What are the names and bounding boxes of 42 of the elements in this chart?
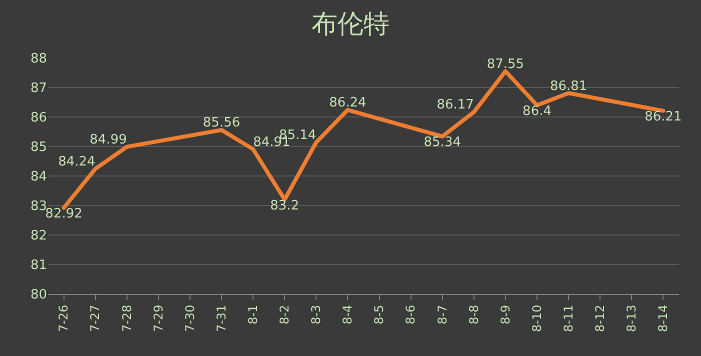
y-tick-label: 83 bbox=[30, 199, 47, 214]
data-label: 85.34 bbox=[424, 135, 461, 150]
y-tick-label: 80 bbox=[30, 288, 47, 303]
data-label: 82.92 bbox=[45, 206, 82, 222]
x-tick-label: 8-14 bbox=[656, 304, 670, 332]
y-tick-label: 86 bbox=[30, 110, 47, 126]
data-label: 84.99 bbox=[90, 132, 127, 148]
y-tick-label: 85 bbox=[30, 140, 47, 156]
x-tick-label: 8-11 bbox=[561, 304, 576, 332]
y-tick-label: 87 bbox=[30, 81, 47, 96]
y-tick-label: 82 bbox=[30, 228, 47, 244]
data-label: 86.24 bbox=[329, 96, 366, 111]
data-label: 85.56 bbox=[202, 116, 240, 131]
x-tick-label: 8-7 bbox=[435, 304, 450, 324]
x-tick-label: 8-4 bbox=[340, 304, 355, 324]
x-tick-label: 7-30 bbox=[182, 304, 197, 332]
x-tick-label: 8-9 bbox=[498, 304, 512, 324]
x-tick-label: 8-12 bbox=[593, 304, 608, 332]
data-label: 84.24 bbox=[58, 154, 96, 170]
y-tick-label: 84 bbox=[30, 170, 47, 185]
x-tick-label: 8-6 bbox=[404, 304, 418, 324]
y-tick-label: 88 bbox=[30, 52, 47, 67]
x-tick-label: 7-27 bbox=[88, 304, 102, 332]
data-label: 86.17 bbox=[436, 98, 474, 113]
x-tick-label: 8-3 bbox=[309, 304, 324, 324]
x-tick-label: 7-31 bbox=[214, 304, 228, 332]
y-tick-label: 81 bbox=[30, 258, 47, 274]
x-tick-label: 7-28 bbox=[120, 304, 134, 332]
x-tick-label: 8-5 bbox=[372, 304, 386, 324]
chart-title: 布伦特 bbox=[312, 9, 390, 40]
data-label: 86.4 bbox=[522, 104, 552, 119]
data-label: 87.55 bbox=[486, 57, 524, 72]
x-tick-label: 7-29 bbox=[151, 304, 166, 332]
x-tick-label: 8-10 bbox=[530, 304, 544, 332]
data-label: 83.2 bbox=[270, 198, 300, 214]
x-tick-label: 8-2 bbox=[278, 304, 292, 324]
x-tick-label: 8-13 bbox=[624, 304, 639, 332]
data-label: 86.81 bbox=[550, 78, 588, 94]
x-tick-label: 8-1 bbox=[246, 304, 260, 324]
x-tick-label: 8-8 bbox=[466, 304, 481, 324]
x-tick-label: 7-26 bbox=[56, 304, 71, 332]
data-label: 86.21 bbox=[644, 110, 682, 125]
